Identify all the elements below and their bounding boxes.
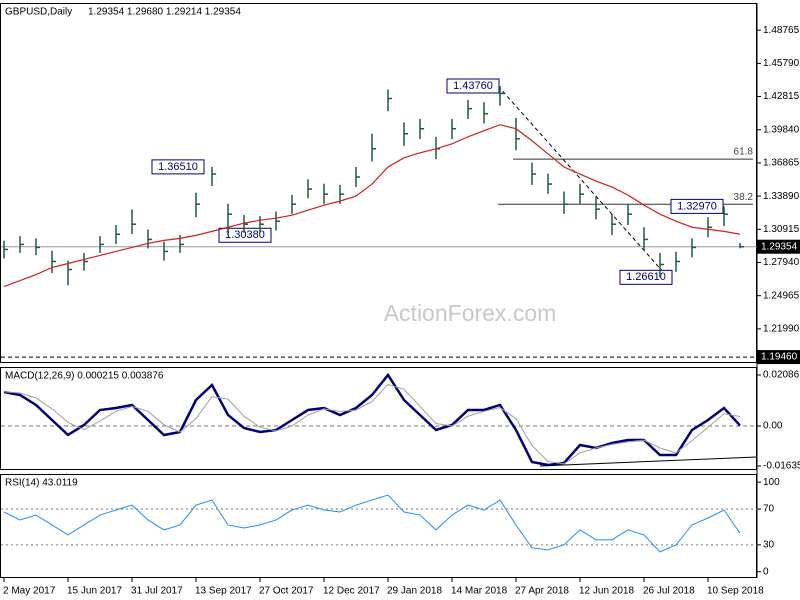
y-tick-label: 1.45790 — [763, 58, 800, 69]
y-tick-label: 1.42815 — [763, 91, 800, 102]
y-tick-label: 0.020861 — [763, 370, 800, 381]
x-tick-label: 12 Dec 2017 — [323, 586, 380, 597]
y-tick-label: 1.24965 — [763, 290, 800, 301]
x-tick-label: 27 Oct 2017 — [259, 586, 314, 597]
trend-line — [497, 85, 669, 278]
y-tick-label: 0.00 — [763, 421, 783, 432]
macd-trend-line — [539, 456, 758, 467]
x-tick-label: 10 Sep 2018 — [707, 586, 764, 597]
watermark: ActionForex.com — [384, 300, 557, 326]
y-tick-label: 1.21990 — [763, 324, 800, 335]
x-tick-label: 13 Sep 2017 — [195, 586, 252, 597]
x-tick-label: 15 Jun 2017 — [67, 586, 122, 597]
macd-title: MACD(12,26,9) 0.000215 0.003876 — [5, 371, 164, 382]
indicator-line — [3, 383, 741, 465]
y-tick-label: 1.27940 — [763, 257, 800, 268]
x-tick-label: 2 May 2017 — [3, 586, 56, 597]
y-tick-label: 70 — [763, 504, 775, 515]
x-tick-label: 26 Jul 2018 — [643, 586, 695, 597]
support-label: 1.19460 — [761, 352, 798, 363]
y-tick-label: 1.30915 — [763, 224, 800, 235]
fib-label: 38.2 — [734, 192, 754, 203]
x-tick-label: 14 Mar 2018 — [451, 586, 508, 597]
y-tick-label: 1.36865 — [763, 158, 800, 169]
current-label: 1.29354 — [761, 241, 798, 252]
fib-label: 61.8 — [734, 147, 754, 158]
current-box — [757, 239, 800, 254]
level-label: 1.26610 — [626, 271, 666, 283]
x-tick-label: 27 Apr 2018 — [515, 586, 569, 597]
x-tick-label: 31 Jul 2017 — [131, 586, 183, 597]
level-box — [619, 269, 673, 285]
level-box — [218, 227, 272, 243]
x-tick-label: 12 Jun 2018 — [579, 586, 634, 597]
indicator-line — [3, 372, 741, 467]
support-box — [757, 350, 800, 365]
level-box — [446, 78, 500, 94]
y-tick-label: -0.016357 — [763, 461, 800, 472]
y-tick-label: 30 — [763, 540, 775, 551]
level-box — [670, 198, 724, 214]
level-label: 1.43760 — [453, 80, 493, 92]
level-label: 1.32970 — [677, 200, 717, 212]
level-label: 1.30380 — [225, 229, 265, 241]
moving-average — [3, 124, 741, 288]
level-label: 1.36510 — [158, 161, 198, 173]
y-tick-label: 1.39840 — [763, 124, 800, 135]
y-tick-label: 1.33890 — [763, 191, 800, 202]
y-tick-label: 1.48765 — [763, 25, 800, 36]
y-tick-label: 100 — [763, 477, 780, 488]
rsi-title: RSI(14) 43.0119 — [5, 478, 78, 489]
level-box — [151, 159, 205, 175]
y-tick-label: 0 — [763, 566, 769, 577]
ohlc-label: 1.29354 1.29680 1.29214 1.29354 — [88, 7, 241, 18]
chart-title: GBPUSD,Daily — [5, 7, 72, 18]
indicator-line — [3, 494, 741, 553]
x-tick-label: 29 Jan 2018 — [387, 586, 442, 597]
